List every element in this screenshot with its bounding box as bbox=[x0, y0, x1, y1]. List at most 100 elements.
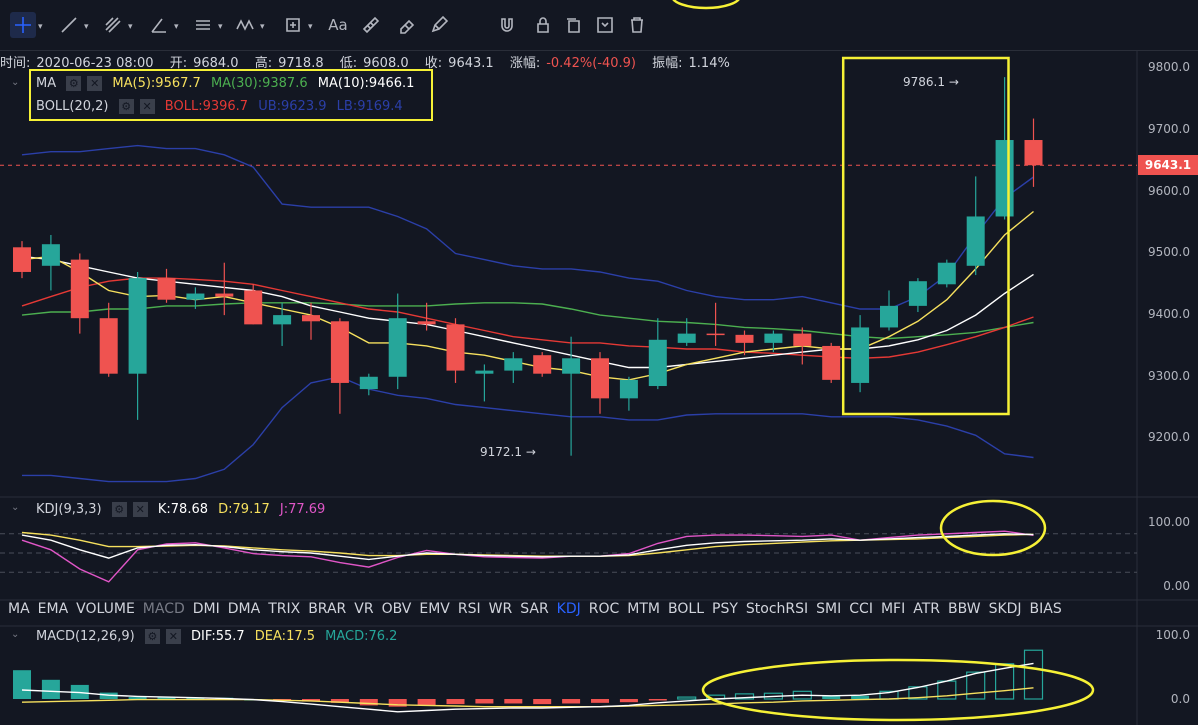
macd-tick-0: 0.0 bbox=[1170, 692, 1190, 706]
indicator-tab-obv[interactable]: OBV bbox=[381, 601, 412, 617]
indicator-tab-kdj[interactable]: KDJ bbox=[556, 601, 581, 617]
horizontal-lines-icon[interactable] bbox=[190, 12, 216, 38]
price-tick: 9600.0 bbox=[1148, 183, 1190, 198]
trash-icon[interactable] bbox=[624, 12, 650, 38]
indicator-tab-ema[interactable]: EMA bbox=[37, 601, 69, 617]
indicator-tab-wr[interactable]: WR bbox=[488, 601, 513, 617]
close-icon[interactable]: ✕ bbox=[165, 629, 181, 644]
indicator-tab-vr[interactable]: VR bbox=[354, 601, 374, 617]
dropdown-caret-icon[interactable]: ▾ bbox=[128, 22, 133, 32]
candle-body bbox=[215, 293, 234, 297]
fib-icon[interactable] bbox=[100, 12, 126, 38]
close-value: 9643.1 bbox=[448, 56, 494, 71]
dropdown-caret-icon[interactable]: ▾ bbox=[218, 22, 223, 32]
macd-histogram-bar bbox=[186, 697, 205, 700]
indicator-tab-bias[interactable]: BIAS bbox=[1029, 601, 1062, 617]
ruler-icon[interactable] bbox=[358, 12, 384, 38]
close-icon[interactable]: ✕ bbox=[132, 502, 148, 517]
indicator-tab-boll[interactable]: BOLL bbox=[668, 601, 704, 617]
macd-histogram-bar bbox=[157, 697, 176, 699]
macd-histogram-bar bbox=[128, 697, 147, 699]
wave-icon[interactable] bbox=[232, 12, 258, 38]
kdj-legend: KDJ(9,3,3) ⚙ ✕ K:78.68 D:79.17 J:77.69 bbox=[36, 502, 331, 517]
candle-body bbox=[504, 358, 523, 371]
candle-body bbox=[706, 333, 725, 336]
settings-icon[interactable]: ⚙ bbox=[118, 99, 134, 114]
eraser-icon[interactable] bbox=[394, 12, 420, 38]
dropdown-caret-icon[interactable]: ▾ bbox=[260, 22, 265, 32]
pencil-icon[interactable] bbox=[426, 12, 452, 38]
collapse-icon[interactable]: ⌄ bbox=[11, 629, 20, 640]
kdj-tick-0: 0.00 bbox=[1163, 579, 1190, 593]
candle-body bbox=[591, 358, 609, 399]
collapse-icon[interactable]: ⌄ bbox=[11, 502, 20, 513]
macd-histogram-bar bbox=[446, 699, 465, 705]
crosshair-icon[interactable] bbox=[10, 12, 36, 38]
indicator-tab-mfi[interactable]: MFI bbox=[880, 601, 906, 617]
indicator-tab-trix[interactable]: TRIX bbox=[268, 601, 301, 617]
magnet-icon[interactable] bbox=[494, 12, 520, 38]
indicator-tab-psy[interactable]: PSY bbox=[712, 601, 738, 617]
macd-tick-100: 100.0 bbox=[1155, 628, 1190, 642]
candle-body bbox=[851, 327, 870, 383]
dropdown-caret-icon[interactable]: ▾ bbox=[174, 22, 179, 32]
collapse-icon[interactable]: ⌄ bbox=[11, 77, 20, 88]
screenshot-icon[interactable] bbox=[592, 12, 618, 38]
price-tick: 9800.0 bbox=[1148, 60, 1190, 75]
indicator-tab-rsi[interactable]: RSI bbox=[457, 601, 481, 617]
angle-icon[interactable] bbox=[146, 12, 172, 38]
top-highlight-ellipse bbox=[672, 0, 740, 10]
boll-legend: BOLL(20,2) ⚙ ✕ BOLL:9396.7 UB:9623.9 LB:9… bbox=[36, 99, 409, 114]
trend-line-icon[interactable] bbox=[56, 12, 82, 38]
indicator-tab-mtm[interactable]: MTM bbox=[627, 601, 661, 617]
drawing-toolbar: ▾ ▾ ▾ ▾ ▾ ▾ ▾ Aa bbox=[0, 0, 1198, 51]
candle-body bbox=[99, 318, 118, 374]
macd-histogram-bar bbox=[822, 695, 841, 699]
boll-name: BOLL(20,2) bbox=[36, 99, 109, 114]
indicator-tab-dmi[interactable]: DMI bbox=[192, 601, 220, 617]
macd-legend: MACD(12,26,9) ⚙ ✕ DIF:55.7 DEA:17.5 MACD:… bbox=[36, 629, 403, 644]
boll-value: BOLL:9396.7 bbox=[164, 99, 249, 114]
macd-series bbox=[13, 649, 1044, 713]
settings-icon[interactable]: ⚙ bbox=[66, 76, 82, 91]
close-icon[interactable]: ✕ bbox=[87, 76, 103, 91]
kdj-lines bbox=[0, 530, 1137, 583]
dropdown-caret-icon[interactable]: ▾ bbox=[38, 22, 43, 32]
indicator-tab-dma[interactable]: DMA bbox=[227, 601, 261, 617]
dropdown-caret-icon[interactable]: ▾ bbox=[84, 22, 89, 32]
indicator-tab-smi[interactable]: SMI bbox=[816, 601, 842, 617]
text-icon[interactable]: Aa bbox=[328, 16, 348, 34]
breakout-highlight-box bbox=[841, 56, 1010, 416]
dropdown-caret-icon[interactable]: ▾ bbox=[308, 22, 313, 32]
settings-icon[interactable]: ⚙ bbox=[111, 502, 127, 517]
indicator-tab-roc[interactable]: ROC bbox=[588, 601, 620, 617]
measure-icon[interactable] bbox=[280, 12, 306, 38]
indicator-tab-stochrsi[interactable]: StochRSI bbox=[745, 601, 809, 617]
price-tick: 9400.0 bbox=[1148, 307, 1190, 322]
ma5-value: MA(5):9567.7 bbox=[112, 76, 201, 91]
candle-body bbox=[302, 315, 320, 322]
copy-icon[interactable] bbox=[560, 12, 586, 38]
lock-icon[interactable] bbox=[530, 12, 556, 38]
indicator-tab-cci[interactable]: CCI bbox=[849, 601, 873, 617]
indicator-tab-macd[interactable]: MACD bbox=[142, 601, 185, 617]
indicator-tab-sar[interactable]: SAR bbox=[520, 601, 549, 617]
indicator-tab-volume[interactable]: VOLUME bbox=[76, 601, 135, 617]
indicator-tab-ma[interactable]: MA bbox=[8, 601, 30, 617]
amplitude-value: 1.14% bbox=[688, 56, 730, 71]
macd-histogram-bar bbox=[619, 699, 638, 703]
settings-icon[interactable]: ⚙ bbox=[144, 629, 160, 644]
indicator-tab-bbw[interactable]: BBW bbox=[948, 601, 981, 617]
indicator-tab-emv[interactable]: EMV bbox=[419, 601, 450, 617]
indicator-tab-skdj[interactable]: SKDJ bbox=[988, 601, 1022, 617]
candle-body bbox=[330, 321, 349, 383]
indicator-tab-brar[interactable]: BRAR bbox=[308, 601, 347, 617]
ohlc-info-bar: 时间: 2020-06-23 08:00 开: 9684.0 高: 9718.8 低:… bbox=[0, 52, 742, 71]
time-label: 时间: bbox=[0, 56, 31, 71]
amplitude-label: 振幅: bbox=[652, 56, 683, 71]
low-label: 低: bbox=[339, 56, 358, 71]
macd-histogram-bar bbox=[330, 699, 349, 703]
close-icon[interactable]: ✕ bbox=[139, 99, 155, 114]
indicator-tab-atr[interactable]: ATR bbox=[913, 601, 940, 617]
